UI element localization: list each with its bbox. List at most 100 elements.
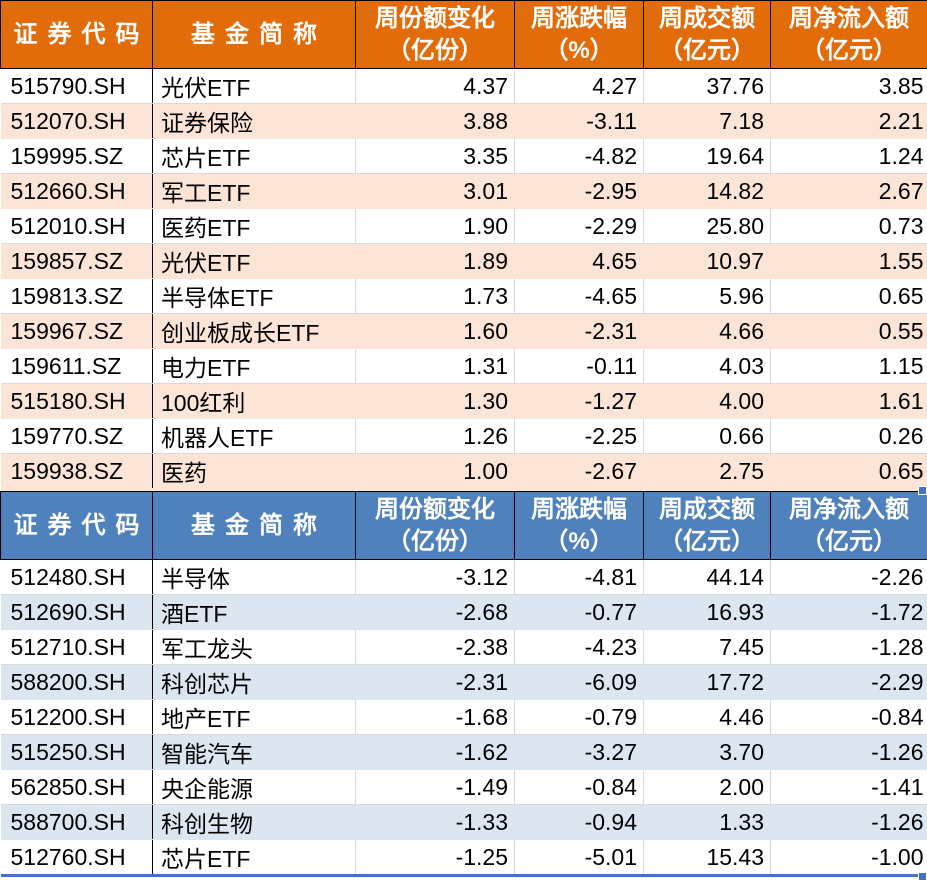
turnover-cell[interactable]: 5.96 [644,279,771,314]
col-header-pct_change[interactable]: 周涨跌幅（%） [515,492,644,560]
pct_change-cell[interactable]: 4.27 [515,69,644,104]
turnover-cell[interactable]: 44.14 [644,560,771,595]
code-cell[interactable]: 512010.SH [1,209,153,244]
net_inflow-cell[interactable]: 0.26 [771,419,927,454]
pct_change-cell[interactable]: -5.01 [515,840,644,876]
turnover-cell[interactable]: 1.33 [644,805,771,840]
share_change-cell[interactable]: -1.49 [356,770,515,805]
share_change-cell[interactable]: -2.31 [356,665,515,700]
name-cell[interactable]: 光伏ETF [153,69,356,104]
code-cell[interactable]: 159857.SZ [1,244,153,279]
share_change-cell[interactable]: 1.90 [356,209,515,244]
net_inflow-cell[interactable]: -1.28 [771,630,927,665]
col-header-net_inflow[interactable]: 周净流入额（亿元） [771,1,927,69]
col-header-name[interactable]: 基金简称 [153,492,356,560]
share_change-cell[interactable]: 3.88 [356,104,515,139]
code-cell[interactable]: 512200.SH [1,700,153,735]
turnover-cell[interactable]: 4.66 [644,314,771,349]
turnover-cell[interactable]: 17.72 [644,665,771,700]
name-cell[interactable]: 科创芯片 [153,665,356,700]
pct_change-cell[interactable]: -3.11 [515,104,644,139]
share_change-cell[interactable]: 1.60 [356,314,515,349]
name-cell[interactable]: 智能汽车 [153,735,356,770]
col-header-name[interactable]: 基金简称 [153,1,356,69]
name-cell[interactable]: 创业板成长ETF [153,314,356,349]
pct_change-cell[interactable]: -0.84 [515,770,644,805]
pct_change-cell[interactable]: -2.29 [515,209,644,244]
net_inflow-cell[interactable]: 1.24 [771,139,927,174]
col-header-turnover[interactable]: 周成交额（亿元） [644,1,771,69]
turnover-cell[interactable]: 16.93 [644,595,771,630]
share_change-cell[interactable]: -1.33 [356,805,515,840]
pct_change-cell[interactable]: -0.11 [515,349,644,384]
pct_change-cell[interactable]: 4.65 [515,244,644,279]
code-cell[interactable]: 588700.SH [1,805,153,840]
name-cell[interactable]: 军工龙头 [153,630,356,665]
net_inflow-cell[interactable]: 2.67 [771,174,927,209]
turnover-cell[interactable]: 14.82 [644,174,771,209]
pct_change-cell[interactable]: -0.79 [515,700,644,735]
net_inflow-cell[interactable]: 0.65 [771,454,927,490]
code-cell[interactable]: 159813.SZ [1,279,153,314]
name-cell[interactable]: 酒ETF [153,595,356,630]
turnover-cell[interactable]: 10.97 [644,244,771,279]
code-cell[interactable]: 515180.SH [1,384,153,419]
name-cell[interactable]: 半导体 [153,560,356,595]
col-header-share_change[interactable]: 周份额变化（亿份） [356,1,515,69]
name-cell[interactable]: 电力ETF [153,349,356,384]
pct_change-cell[interactable]: -1.27 [515,384,644,419]
share_change-cell[interactable]: 3.35 [356,139,515,174]
pct_change-cell[interactable]: -6.09 [515,665,644,700]
code-cell[interactable]: 159938.SZ [1,454,153,490]
share_change-cell[interactable]: -1.62 [356,735,515,770]
net_inflow-cell[interactable]: 1.15 [771,349,927,384]
net_inflow-cell[interactable]: 2.21 [771,104,927,139]
pct_change-cell[interactable]: -4.65 [515,279,644,314]
code-cell[interactable]: 512710.SH [1,630,153,665]
turnover-cell[interactable]: 25.80 [644,209,771,244]
pct_change-cell[interactable]: -4.82 [515,139,644,174]
code-cell[interactable]: 512760.SH [1,840,153,876]
share_change-cell[interactable]: -2.38 [356,630,515,665]
share_change-cell[interactable]: 1.26 [356,419,515,454]
share_change-cell[interactable]: 1.00 [356,454,515,490]
net_inflow-cell[interactable]: 1.55 [771,244,927,279]
share_change-cell[interactable]: 1.73 [356,279,515,314]
net_inflow-cell[interactable]: -0.84 [771,700,927,735]
col-header-turnover[interactable]: 周成交额（亿元） [644,492,771,560]
turnover-cell[interactable]: 3.70 [644,735,771,770]
name-cell[interactable]: 机器人ETF [153,419,356,454]
code-cell[interactable]: 562850.SH [1,770,153,805]
code-cell[interactable]: 159995.SZ [1,139,153,174]
code-cell[interactable]: 512690.SH [1,595,153,630]
net_inflow-cell[interactable]: 0.65 [771,279,927,314]
net_inflow-cell[interactable]: 0.55 [771,314,927,349]
code-cell[interactable]: 515790.SH [1,69,153,104]
col-header-pct_change[interactable]: 周涨跌幅（%） [515,1,644,69]
pct_change-cell[interactable]: -3.27 [515,735,644,770]
turnover-cell[interactable]: 4.03 [644,349,771,384]
net_inflow-cell[interactable]: -1.00 [771,840,927,876]
name-cell[interactable]: 医药 [153,454,356,490]
net_inflow-cell[interactable]: -1.72 [771,595,927,630]
pct_change-cell[interactable]: -4.23 [515,630,644,665]
name-cell[interactable]: 证券保险 [153,104,356,139]
net_inflow-cell[interactable]: -1.26 [771,805,927,840]
code-cell[interactable]: 159967.SZ [1,314,153,349]
turnover-cell[interactable]: 7.18 [644,104,771,139]
pct_change-cell[interactable]: -2.25 [515,419,644,454]
share_change-cell[interactable]: -2.68 [356,595,515,630]
col-header-code[interactable]: 证券代码 [1,1,153,69]
pct_change-cell[interactable]: -2.67 [515,454,644,490]
turnover-cell[interactable]: 2.75 [644,454,771,490]
name-cell[interactable]: 半导体ETF [153,279,356,314]
pct_change-cell[interactable]: -0.77 [515,595,644,630]
name-cell[interactable]: 央企能源 [153,770,356,805]
net_inflow-cell[interactable]: -1.41 [771,770,927,805]
name-cell[interactable]: 科创生物 [153,805,356,840]
share_change-cell[interactable]: 1.89 [356,244,515,279]
name-cell[interactable]: 100红利 [153,384,356,419]
col-header-share_change[interactable]: 周份额变化（亿份） [356,492,515,560]
turnover-cell[interactable]: 7.45 [644,630,771,665]
share_change-cell[interactable]: 1.30 [356,384,515,419]
